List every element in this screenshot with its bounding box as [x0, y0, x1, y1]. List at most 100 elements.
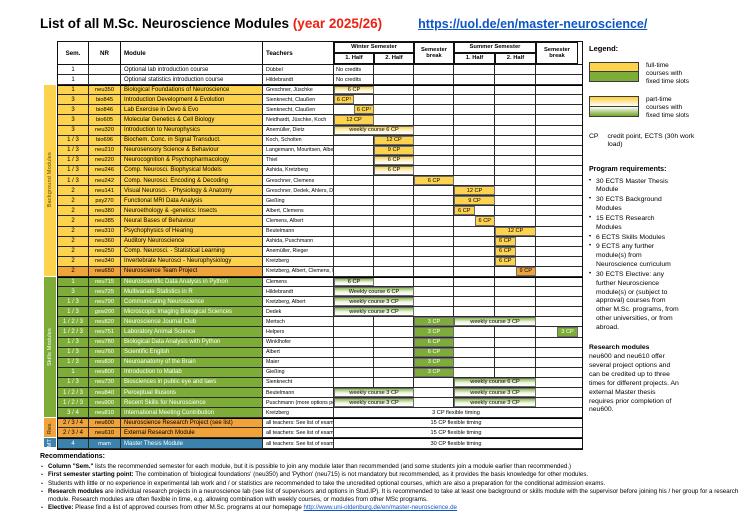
legend-title: Legend:: [589, 44, 619, 53]
table-header: Sem. NR Module Teachers Winter Semester …: [58, 42, 582, 65]
timing-cell: [414, 398, 454, 408]
module-cell: Introduction Development & Evolution: [121, 95, 263, 105]
nr-cell: neu242: [89, 176, 121, 186]
timing-cell: [414, 236, 454, 246]
program-requirements-title: Program requirements:: [589, 166, 667, 174]
program-item-text: 6 ECTS Skills Modules: [596, 233, 666, 241]
cp-bar: 6 CP: [474, 216, 495, 226]
module-cell: Laboratory Animal Science: [121, 327, 263, 337]
timing-cell: [536, 146, 578, 155]
module-cell: External Research Module: [121, 428, 263, 438]
table-row: 1 / 3 neu220 Neurocognition & Psychopharma…: [58, 155, 582, 166]
bullet-icon: •: [41, 464, 43, 471]
teachers-cell: Puschmann (more options possible): [263, 398, 334, 408]
header-nr: NR: [89, 42, 121, 64]
program-item-text: 30 ECTS Elective: any further Neuroscien…: [596, 270, 679, 331]
timing-cell: [536, 398, 578, 407]
cp-bar: 3 CP: [414, 317, 454, 327]
sem-cell: 1: [58, 367, 89, 377]
table-row: 2 neu650 Neuroscience Team Project Kretzber…: [58, 266, 582, 277]
timing-cell: [495, 216, 536, 226]
module-cell: Comp. Neurosci. Encoding & Decoding: [121, 176, 263, 186]
bullet-icon: •: [589, 177, 592, 184]
nr-cell: neu385: [89, 216, 121, 226]
header-summer-half1: 1. Half: [454, 53, 495, 64]
table-row: 1 / 3 neu246 Comp. Neurosci. Biophysical M…: [58, 165, 582, 177]
recommendation-item-text: Research modules are individual research…: [48, 487, 739, 503]
program-item-text: 15 ECTS Research Modules: [596, 214, 655, 231]
timing-cell: [334, 317, 374, 327]
legend-fulltime: full-time courses with fixed time slots: [589, 61, 693, 86]
timing-cell: [536, 65, 578, 74]
table-row: 1 / 3 neu242 Comp. Neurosci. Encoding & De…: [58, 176, 582, 187]
timing-cells: 6 CP: [334, 206, 578, 216]
timing-cell: [334, 236, 374, 246]
table-row: 1 neu800 Introduction to Matlab Gießing 3 CP: [58, 367, 582, 378]
sem-cell: 1 / 2 / 3: [58, 388, 89, 398]
nr-cell: neu730: [89, 377, 121, 387]
module-cell: Introduction to Neurophysics: [121, 125, 263, 135]
teachers-cell: Winklhofer: [263, 337, 334, 347]
timing-cell: [536, 378, 578, 387]
recommendation-item: • Research modules are individual researc…: [40, 488, 748, 504]
timing-cells: 6 CP¹: [334, 95, 578, 105]
module-cell: Multivariate Statistics in R: [121, 287, 263, 297]
timing-cell: [374, 246, 414, 256]
cp-bar: 12 CP: [334, 115, 374, 125]
timing-cell: [454, 357, 495, 367]
program-item: • 9 ECTS any further module(s) from Neuro…: [589, 243, 681, 269]
table-row: 1 / 3 neu730 Biosciences in public eye and…: [58, 377, 582, 388]
timing-cells: 6 CP: [334, 155, 578, 165]
timing-cell: [536, 237, 578, 246]
module-cell: Biological Data Analysis with Python: [121, 337, 263, 347]
nr-cell: neu650: [89, 266, 121, 276]
nr-cell: gsw200: [89, 307, 121, 317]
timing-cell: [334, 256, 374, 266]
timing-cell: [495, 105, 536, 115]
timing-cell: [414, 388, 454, 398]
nr-cell: bio845: [89, 95, 121, 105]
teachers-cell: Albert: [263, 347, 334, 357]
timing-cell: [454, 347, 495, 357]
timing-cell: [374, 317, 414, 327]
program-item-text: 30 ECTS Master Thesis Module: [596, 177, 669, 194]
timing-cells: 6 CP: [334, 176, 578, 186]
header-winter-half1: 1. Half: [334, 53, 374, 64]
module-cell: Lab Exercise in Devo & Evo: [121, 105, 263, 115]
timing-cells: 6 CP: [334, 165, 578, 176]
timing-cell: [334, 145, 374, 155]
module-cell: Biological Foundations of Neuroscience: [121, 86, 263, 95]
table-row: 1 / 2 / 3 neu900 Recent Skills for Neurosc…: [58, 398, 582, 409]
timing-cells: 3 CP: [334, 367, 578, 377]
table-row: 1 / 3 bio696 Biochem. Conc. in Signal Tran…: [58, 135, 582, 146]
header-winter-semester: Winter Semester: [334, 42, 414, 53]
timing-cell: [536, 338, 578, 347]
timing-cell: [414, 186, 454, 196]
timing-cell: [374, 186, 414, 196]
timing-cell: [414, 135, 454, 145]
timing-cell: [495, 115, 536, 125]
teachers-cell: Hildebrandt: [263, 287, 334, 297]
homepage-link[interactable]: http://www.uni-oldenburg.de/en/master-ne…: [303, 504, 457, 512]
sem-cell: 1 / 3: [58, 176, 89, 186]
recommendation-lead: Elective:: [48, 504, 74, 512]
timing-cell: [334, 155, 374, 165]
cp-bar: 12 CP: [374, 135, 414, 145]
nr-cell: neu246: [89, 165, 121, 176]
master-neuroscience-link[interactable]: https://uol.de/en/master-neuroscience/: [418, 17, 648, 31]
table-row: 3 bio845 Introduction Development & Evolut…: [58, 95, 582, 106]
timing-cells: 6 CP¹: [334, 105, 578, 115]
teachers-cell: Kretzberg, Albert: [263, 297, 334, 307]
cp-bar: 6 CP: [495, 236, 516, 246]
teachers-cell: Dübbel: [263, 65, 334, 75]
module-cell: Optional statistics introduction course: [121, 75, 263, 85]
teachers-cell: Sienknecht, Claußen: [263, 105, 334, 115]
teachers-cell: Neidhardt, Jüschke, Koch: [263, 115, 334, 125]
cp-bar: 12 CP: [495, 226, 536, 236]
table-row: 2 / 3 / 4 neu610 External Research Module a…: [58, 428, 582, 439]
timing-cell: [374, 337, 414, 347]
teachers-cell: Beutelmann: [263, 226, 334, 236]
teachers-cell: Kretzberg, Albert, Clemens, Rieger: [263, 266, 334, 276]
teachers-cell: Anemüller, Dietz: [263, 125, 334, 135]
table-row: 2 neu385 Neural Bases of Behaviour Clemens,…: [58, 216, 582, 227]
